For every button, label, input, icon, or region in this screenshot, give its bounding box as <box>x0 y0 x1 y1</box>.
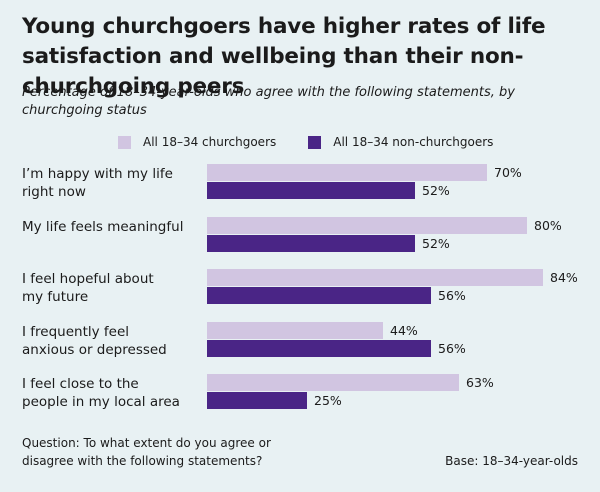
value-label-non-churchgoers: 52% <box>422 183 450 198</box>
category-label: My life feels meaningful <box>22 218 202 236</box>
value-label-churchgoers: 80% <box>534 217 562 233</box>
category-label-line: my future <box>22 289 89 305</box>
question-note: Question: To what extent do you agree or… <box>22 436 271 468</box>
value-label-non-churchgoers: 52% <box>422 235 450 251</box>
value-label-non-churchgoers: 56% <box>438 288 466 303</box>
bar-churchgoers <box>207 164 487 181</box>
category-label-line: I feel close to the <box>22 376 139 392</box>
value-label-churchgoers: 70% <box>494 165 522 180</box>
legend-item-non-churchgoers: All 18–34 non-churchgoers <box>308 135 493 149</box>
legend: All 18–34 churchgoers All 18–34 non-chur… <box>118 134 525 150</box>
bar-churchgoers <box>207 321 383 339</box>
legend-swatch-churchgoers <box>118 135 131 149</box>
bar-churchgoers <box>207 374 459 391</box>
value-label-churchgoers: 63% <box>466 375 494 390</box>
value-label-non-churchgoers: 56% <box>438 340 466 356</box>
bar-non-churchgoers <box>207 392 307 409</box>
bar-churchgoers <box>207 216 527 234</box>
base-note: Base: 18–34-year-olds <box>445 454 578 468</box>
category-label-line: I frequently feel <box>22 323 130 340</box>
legend-swatch-non-churchgoers <box>308 135 322 149</box>
category-label: I feel close to the people in my local ar… <box>22 375 202 411</box>
category-label-line: My life feels meaningful <box>22 218 184 235</box>
value-label-non-churchgoers: 25% <box>314 393 342 408</box>
bar-churchgoers <box>207 269 543 286</box>
value-label-churchgoers: 84% <box>550 270 578 285</box>
value-label-churchgoers: 44% <box>390 322 418 338</box>
category-label: I frequently feel anxious or depressed <box>22 323 202 359</box>
legend-item-churchgoers: All 18–34 churchgoers <box>118 135 276 149</box>
legend-label-non-churchgoers: All 18–34 non-churchgoers <box>333 135 494 149</box>
legend-label-churchgoers: All 18–34 churchgoers <box>143 135 277 149</box>
category-label-line: right now <box>22 184 86 200</box>
bar-non-churchgoers <box>207 234 415 252</box>
bar-non-churchgoers <box>207 339 431 357</box>
category-label: I’m happy with my life right now <box>22 165 202 201</box>
chart-subtitle: Percentage of 18–34-year-olds who agree … <box>22 85 515 118</box>
chart-title: Young churchgoers have higher rates of l… <box>22 14 546 99</box>
category-label: I feel hopeful about my future <box>22 270 202 306</box>
category-label-line: I’m happy with my life <box>22 166 173 182</box>
bar-non-churchgoers <box>207 182 415 199</box>
bar-non-churchgoers <box>207 287 431 304</box>
category-label-line: people in my local area <box>22 394 180 410</box>
category-label-line: anxious or depressed <box>22 341 167 358</box>
category-label-line: I feel hopeful about <box>22 271 154 287</box>
